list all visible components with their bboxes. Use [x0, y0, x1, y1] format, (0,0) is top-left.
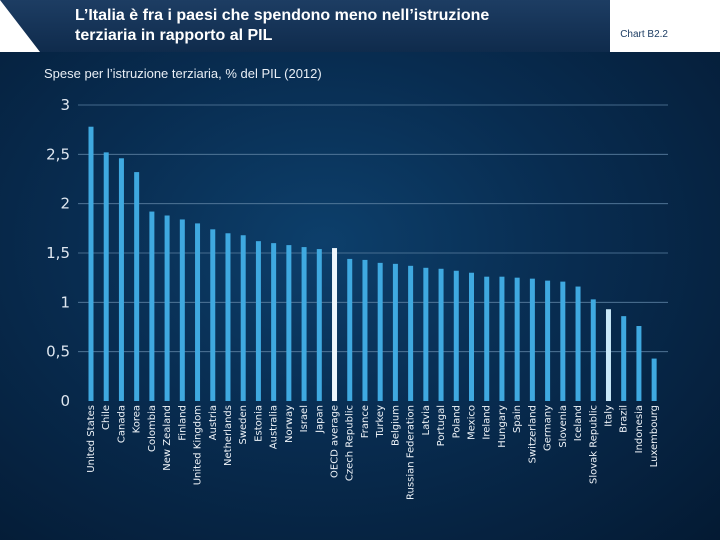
x-tick-label: United States [86, 405, 97, 473]
x-tick-label: Estonia [253, 405, 264, 442]
x-tick-label: Canada [116, 405, 127, 443]
x-tick-label: OECD average [330, 405, 341, 478]
bar-israel [301, 247, 307, 401]
bar-switzerland [529, 278, 535, 401]
bar-turkey [377, 262, 383, 401]
header-bar: L’Italia è fra i paesi che spendono meno… [0, 0, 720, 52]
bar-finland [179, 219, 185, 401]
bar-netherlands [225, 233, 231, 401]
x-tick-label: Mexico [467, 405, 478, 440]
x-tick-label: Netherlands [223, 405, 234, 466]
bars [88, 126, 657, 401]
bar-colombia [149, 211, 155, 401]
bar-brazil [621, 316, 627, 401]
x-tick-label: Hungary [497, 405, 508, 448]
x-tick-label: Chile [101, 405, 112, 430]
bar-spain [514, 277, 520, 401]
bar-slovenia [560, 281, 566, 401]
bar-austria [210, 229, 216, 401]
bar-estonia [255, 241, 261, 401]
y-axis-ticks: 0 0,5 1 1,5 2 2,5 3 [46, 96, 70, 410]
y-tick-label: 1 [60, 293, 70, 311]
x-tick-label: France [360, 405, 371, 438]
x-tick-label: Czech Republic [345, 405, 356, 481]
x-tick-label: Latvia [421, 405, 432, 435]
x-tick-label: Korea [132, 405, 143, 433]
y-tick-label: 0,5 [46, 343, 70, 361]
bar-japan [316, 249, 322, 401]
bar-canada [118, 158, 124, 401]
x-tick-label: Luxembourg [649, 405, 660, 467]
x-tick-label: Austria [208, 405, 219, 440]
x-axis-labels: United States Chile Canada Korea Colombia New… [86, 405, 660, 500]
x-tick-label: Poland [451, 405, 462, 438]
bar-belgium [392, 263, 398, 401]
title-line-1: L’Italia è fra i paesi che spendono meno… [75, 7, 490, 24]
x-tick-label: Brazil [619, 405, 630, 433]
bar-latvia [423, 267, 429, 401]
bar-italy [605, 309, 611, 401]
y-tick-label: 2 [60, 195, 70, 213]
bar-germany [545, 280, 551, 401]
x-tick-label: Russian Federation [406, 405, 417, 500]
x-tick-label: Spain [512, 405, 523, 433]
gridlines [78, 104, 668, 353]
bar-slovak-republic [590, 299, 596, 401]
x-tick-label: Colombia [147, 405, 158, 452]
bar-russian-federation [408, 265, 414, 401]
bar-czech-republic [347, 258, 353, 401]
bar-luxembourg [651, 358, 657, 401]
bar-united-states [88, 126, 94, 401]
x-tick-label: Slovak Republic [588, 405, 599, 484]
x-tick-label: Australia [269, 405, 280, 449]
x-tick-label: Switzerland [527, 405, 538, 463]
title-band [0, 0, 610, 52]
x-tick-label: Sweden [238, 405, 249, 445]
bar-ireland [484, 276, 490, 401]
bar-united-kingdom [195, 223, 201, 401]
y-tick-label: 3 [60, 96, 70, 114]
bar-korea [134, 172, 140, 401]
bar-norway [286, 245, 292, 401]
y-tick-label: 1,5 [46, 244, 70, 262]
bar-new-zealand [164, 215, 170, 401]
bar-indonesia [636, 326, 642, 401]
bar-mexico [469, 272, 474, 401]
x-tick-label: Belgium [390, 405, 401, 446]
x-tick-label: United Kingdom [193, 405, 204, 485]
x-tick-label: New Zealand [162, 405, 173, 471]
x-tick-label: Japan [314, 405, 325, 434]
x-tick-label: Portugal [436, 405, 447, 446]
chart-id-label: Chart B2.2 [620, 29, 668, 40]
bar-sweden [240, 235, 246, 401]
x-tick-label: Germany [543, 405, 554, 451]
bar-portugal [438, 268, 444, 401]
bar-chile [103, 152, 109, 401]
x-tick-label: Turkey [375, 405, 386, 439]
bar-australia [271, 243, 277, 401]
x-tick-label: Finland [177, 405, 188, 441]
x-tick-label: Israel [299, 405, 310, 432]
x-tick-label: Iceland [573, 405, 584, 441]
x-tick-label: Ireland [482, 405, 493, 440]
bar-iceland [575, 286, 581, 401]
page-title: L’Italia è fra i paesi che spendono meno… [75, 6, 595, 46]
y-tick-label: 0 [60, 392, 70, 410]
bar-france [362, 259, 368, 401]
title-line-2: terziaria in rapporto al PIL [75, 27, 273, 44]
bar-poland [453, 270, 459, 401]
chart-title: Spese per l’istruzione terziaria, % del … [44, 66, 322, 81]
x-tick-label: Indonesia [634, 405, 645, 453]
bar-oecd-average [332, 248, 338, 401]
x-tick-label: Italy [603, 405, 614, 427]
y-tick-label: 2,5 [46, 145, 70, 163]
x-tick-label: Norway [284, 405, 295, 443]
bar-hungary [499, 276, 505, 401]
x-tick-label: Slovenia [558, 405, 569, 448]
